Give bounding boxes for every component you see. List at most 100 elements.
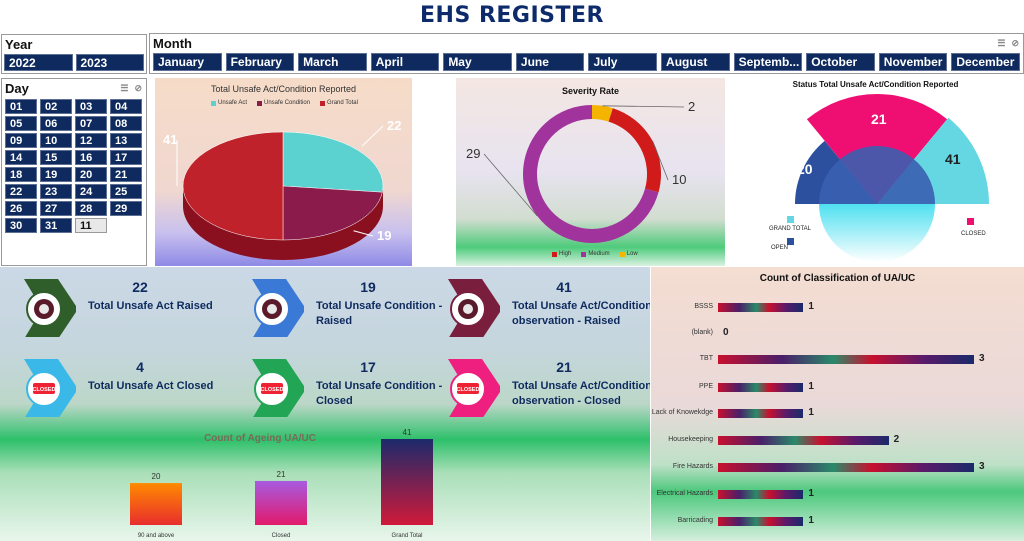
day-chip-20[interactable]: 20 (75, 167, 107, 182)
day-chip-08[interactable]: 08 (110, 116, 142, 131)
pie-data-label: 41 (163, 132, 177, 147)
page-title: EHS REGISTER (420, 3, 604, 28)
legend-item: Unsafe Condition (257, 100, 310, 106)
ageing-bar (255, 480, 307, 525)
multi-select-icon[interactable]: ☰ (120, 82, 129, 93)
year-chip-2023[interactable]: 2023 (75, 54, 144, 71)
month-chip-8[interactable]: Septemb... (733, 53, 803, 71)
legend-swatch (581, 251, 587, 257)
month-chip-11[interactable]: December (951, 53, 1020, 71)
day-chip-05[interactable]: 05 (5, 116, 37, 131)
month-chip-0[interactable]: January (153, 53, 222, 71)
kpi-chevron (448, 279, 500, 337)
pie-leader-line (353, 230, 374, 237)
kpi-label: Total Unsafe Act/Condition observation -… (512, 300, 650, 327)
day-chip-21[interactable]: 21 (110, 167, 142, 182)
legend-label: Unsafe Act (218, 100, 248, 106)
day-chip-14[interactable]: 14 (5, 150, 37, 165)
day-chip-07[interactable]: 07 (75, 116, 107, 131)
classification-data-label: 1 (808, 381, 814, 392)
day-chip-28[interactable]: 28 (75, 201, 107, 216)
day-chip-26[interactable]: 26 (5, 201, 37, 216)
pie-legend: Unsafe Act Unsafe Condition Grand Total (211, 100, 358, 106)
day-chip-22[interactable]: 22 (5, 184, 37, 199)
legend-item: Low (619, 251, 638, 257)
semi-chart-title: Status Total Unsafe Act/Condition Report… (792, 80, 959, 89)
legend-item: High (552, 251, 571, 257)
day-chip-31[interactable]: 31 (40, 218, 72, 233)
closed-sign-text: CLOSED (261, 387, 284, 393)
legend-item: Unsafe Act (211, 100, 247, 106)
month-list: January February March April May June July Augu… (150, 52, 1023, 72)
kpi-value: 4 (136, 359, 144, 375)
day-chip-12[interactable]: 12 (75, 133, 107, 148)
semicircle-core (819, 146, 935, 204)
day-chip-18[interactable]: 18 (5, 167, 37, 182)
kpi-label: Total Unsafe Act Raised (88, 300, 213, 312)
year-chip-2022[interactable]: 2022 (4, 54, 73, 71)
day-chip-13[interactable]: 13 (110, 133, 142, 148)
kpi-card: CLOSED 4 Total Unsafe Act Closed (0, 355, 213, 425)
classification-data-label: 3 (979, 461, 985, 472)
semicircle-data-label: 41 (945, 151, 961, 167)
month-chip-7[interactable]: August (661, 53, 730, 71)
day-chip-04[interactable]: 04 (110, 99, 142, 114)
ageing-data-label: 20 (152, 472, 161, 481)
day-grid: 01 02 03 04 05 06 07 08 09 10 12 13 14 15 16 17 18 19 20 21… (2, 97, 146, 235)
kpi-label: Total Unsafe Act/Condition observation -… (512, 380, 650, 407)
day-chip-10[interactable]: 10 (40, 133, 72, 148)
classification-row: PPE 1 (651, 381, 1024, 395)
classification-data-label: 1 (808, 407, 814, 418)
day-chip-17[interactable]: 17 (110, 150, 142, 165)
month-chip-1[interactable]: February (225, 53, 295, 71)
semicircle-legend-swatch (787, 238, 794, 245)
clear-filter-icon[interactable]: ⊘ (134, 82, 142, 93)
day-chip-15[interactable]: 15 (40, 150, 72, 165)
day-chip-27[interactable]: 27 (40, 201, 72, 216)
day-chip-06[interactable]: 06 (40, 116, 72, 131)
day-chip-25[interactable]: 25 (110, 184, 142, 199)
classification-data-label: 2 (893, 434, 900, 445)
ageing-chart-title: Count of Ageing UA/UC (204, 433, 316, 444)
legend-label: Unsafe Condition (264, 100, 311, 106)
kpi-chevron (24, 279, 76, 337)
month-chip-10[interactable]: November (878, 53, 948, 71)
status-semicircle-panel: Status Total Unsafe Act/Condition Report… (727, 78, 1024, 266)
classification-bar (718, 383, 804, 392)
month-chip-5[interactable]: June (515, 53, 585, 71)
day-chip-11[interactable]: 11 (75, 218, 107, 233)
day-chip-24[interactable]: 24 (75, 184, 107, 199)
kpi-chevron: CLOSED (448, 359, 500, 417)
day-chip-09[interactable]: 09 (5, 133, 37, 148)
month-chip-6[interactable]: July (588, 53, 658, 71)
day-chip-03[interactable]: 03 (75, 99, 107, 114)
legend-swatch (619, 251, 625, 257)
month-chip-9[interactable]: October (806, 53, 875, 71)
month-chip-3[interactable]: April (370, 53, 440, 71)
day-chip-02[interactable]: 02 (40, 99, 72, 114)
day-chip-30[interactable]: 30 (5, 218, 37, 233)
month-chip-2[interactable]: March (298, 53, 367, 71)
month-chip-4[interactable]: May (443, 53, 512, 71)
classification-bar (718, 463, 974, 472)
classification-row: BSSS 1 (651, 301, 1024, 315)
classification-bar (718, 303, 804, 312)
semicircle-legend-swatch (787, 216, 794, 223)
safety-badge-inner (267, 304, 277, 314)
donut-segment (591, 105, 613, 122)
kpi-card: 22 Total Unsafe Act Raised (0, 275, 213, 345)
day-chip-19[interactable]: 19 (40, 167, 72, 182)
clear-filter-icon[interactable]: ⊘ (1011, 37, 1019, 48)
ageing-bar (381, 439, 433, 525)
closed-sign-icon (33, 383, 55, 394)
day-chip-01[interactable]: 01 (5, 99, 37, 114)
day-chip-16[interactable]: 16 (75, 150, 107, 165)
day-chip-23[interactable]: 23 (40, 184, 72, 199)
donut-leader-line (483, 153, 538, 217)
classification-category-label: Fire Hazards (672, 463, 713, 470)
day-chip-29[interactable]: 29 (110, 201, 142, 216)
year-slicer: Year 2022 2023 (1, 34, 147, 74)
multi-select-icon[interactable]: ☰ (997, 37, 1006, 48)
month-slicer: Month ☰ ⊘ January February March April May Ju… (149, 33, 1024, 74)
kpi-panel: 22 Total Unsafe Act Raised 19 Total Unsafe … (0, 267, 650, 541)
